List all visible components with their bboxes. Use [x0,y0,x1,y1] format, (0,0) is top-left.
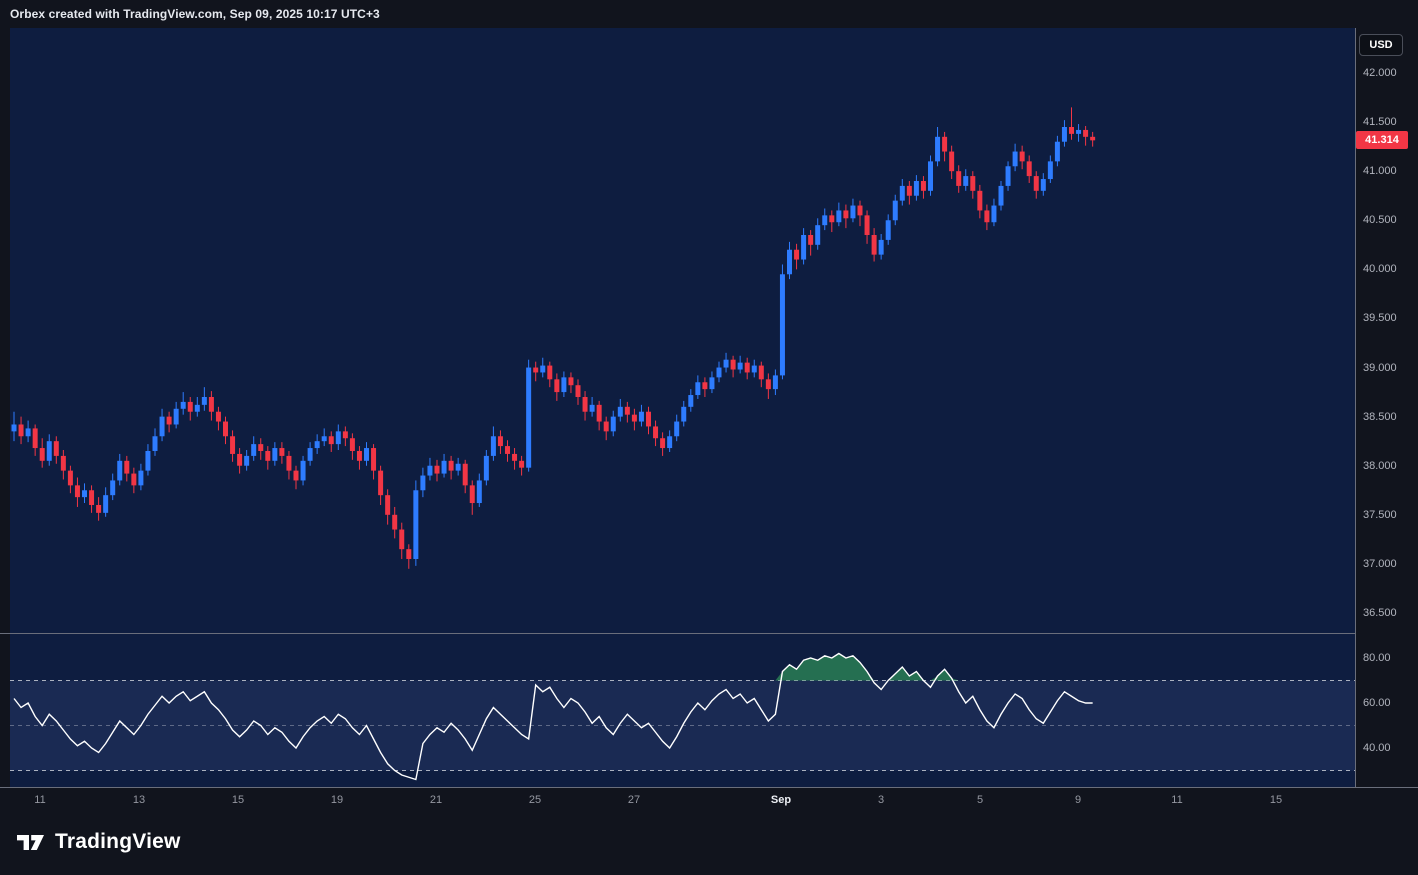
time-tick-label: 15 [231,794,245,806]
snapshot-header: Orbex created with TradingView.com, Sep … [0,0,1418,28]
rsi-tick-label: 60.00 [1363,697,1391,709]
snapshot-title: Orbex created with TradingView.com, Sep … [10,7,380,21]
tradingview-logo-icon [17,835,44,850]
price-axis[interactable]: USD 41.314 42.000 41.500 41.000 40.500 40.00… [1356,28,1418,787]
price-tick-label: 37.000 [1363,557,1397,570]
price-axis-border [1355,28,1356,815]
price-tick-label: 36.500 [1363,606,1397,619]
rsi-pane[interactable] [10,633,1355,787]
price-tick-label: 38.500 [1363,410,1397,423]
time-tick-label: 27 [627,794,641,806]
price-tick-label: 38.000 [1363,459,1397,472]
time-tick-label: 11 [34,794,46,806]
price-tick-label: 39.000 [1363,361,1397,374]
time-tick-label: 25 [528,794,542,806]
rsi-tick-label: 80.00 [1363,652,1391,664]
time-tick-label: 11 [1171,794,1183,806]
price-tick-label: 42.000 [1363,67,1397,79]
pane-separator[interactable] [0,633,1418,634]
price-tick-label: 39.500 [1363,312,1397,325]
rsi-pane-svg[interactable] [10,633,1355,787]
time-tick-label: 3 [877,794,885,806]
time-tick-label: 9 [1074,794,1082,806]
price-pane-svg[interactable] [10,28,1355,633]
rsi-tick-label: 40.00 [1363,742,1391,754]
usd-badge[interactable]: USD [1359,34,1403,56]
time-tick-label: 21 [429,794,443,806]
tradingview-brand-text: TradingView [55,830,181,853]
time-axis-separator [0,787,1418,788]
time-tick-label: 5 [976,794,984,806]
price-tick-label: 40.500 [1363,214,1397,227]
time-tick-label: 13 [132,794,146,806]
last-price-label: 41.314 [1356,131,1408,150]
price-tick-label: 40.000 [1363,263,1397,276]
tradingview-link[interactable]: TradingView [16,830,181,854]
time-tick-label: 15 [1269,794,1283,806]
time-axis[interactable]: 11 13 15 19 21 25 27 Sep 3 5 9 11 15 [0,788,1418,816]
price-tick-label: 41.000 [1363,165,1397,178]
price-pane[interactable] [10,28,1355,633]
time-tick-label: Sep [770,794,792,806]
price-tick-label: 37.500 [1363,508,1397,521]
price-tick-label: 41.500 [1363,116,1397,129]
time-tick-label: 19 [330,794,344,806]
